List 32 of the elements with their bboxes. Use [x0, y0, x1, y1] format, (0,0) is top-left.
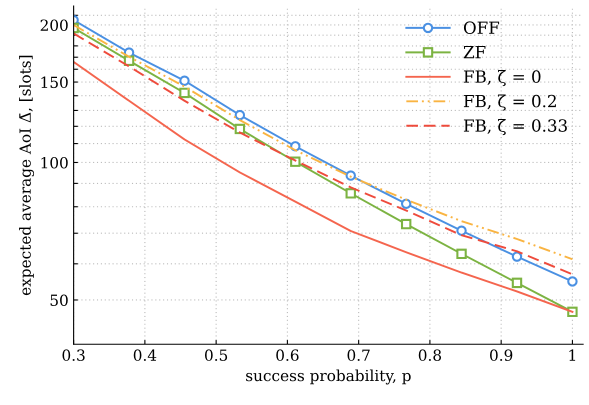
y-tick-label: 100 [41, 156, 68, 169]
point [400, 218, 412, 230]
legend-label: FB, ζ = 0 [464, 70, 540, 86]
legend-label: FB, ζ = 0.33 [464, 118, 567, 136]
legend-label: ZF [464, 46, 486, 58]
point [567, 276, 578, 287]
point [512, 251, 522, 262]
x-tick-label: 0.3 [62, 349, 85, 361]
point [512, 278, 522, 288]
x-tick-label: 0.6 [276, 349, 299, 361]
point [234, 110, 246, 120]
point [346, 170, 356, 181]
y-tick-label: 150 [41, 76, 68, 88]
point [456, 225, 467, 236]
x-tick-label: 0.9 [490, 349, 512, 361]
x-tick-label: 0.5 [204, 349, 228, 361]
point [179, 88, 190, 98]
x-tick-label: 0.4 [134, 349, 156, 361]
point [456, 248, 467, 260]
x-axis-title: success probability, p [246, 369, 411, 384]
point [179, 76, 190, 86]
point [400, 198, 412, 210]
legend-label: FB, ζ = 0.2 [464, 94, 556, 111]
y-tick-label: 200 [40, 19, 68, 32]
y-tick-label: 50 [50, 294, 68, 306]
point [346, 188, 356, 199]
legend-label: OFF [464, 21, 500, 34]
x-tick-label: 0.8 [418, 349, 442, 361]
x-tick-label: 0.7 [348, 349, 370, 361]
y-axis-title: expected average AoI Δ̄, [slots] [19, 56, 34, 296]
point [234, 124, 246, 134]
x-tick-label: 1 [569, 349, 576, 361]
